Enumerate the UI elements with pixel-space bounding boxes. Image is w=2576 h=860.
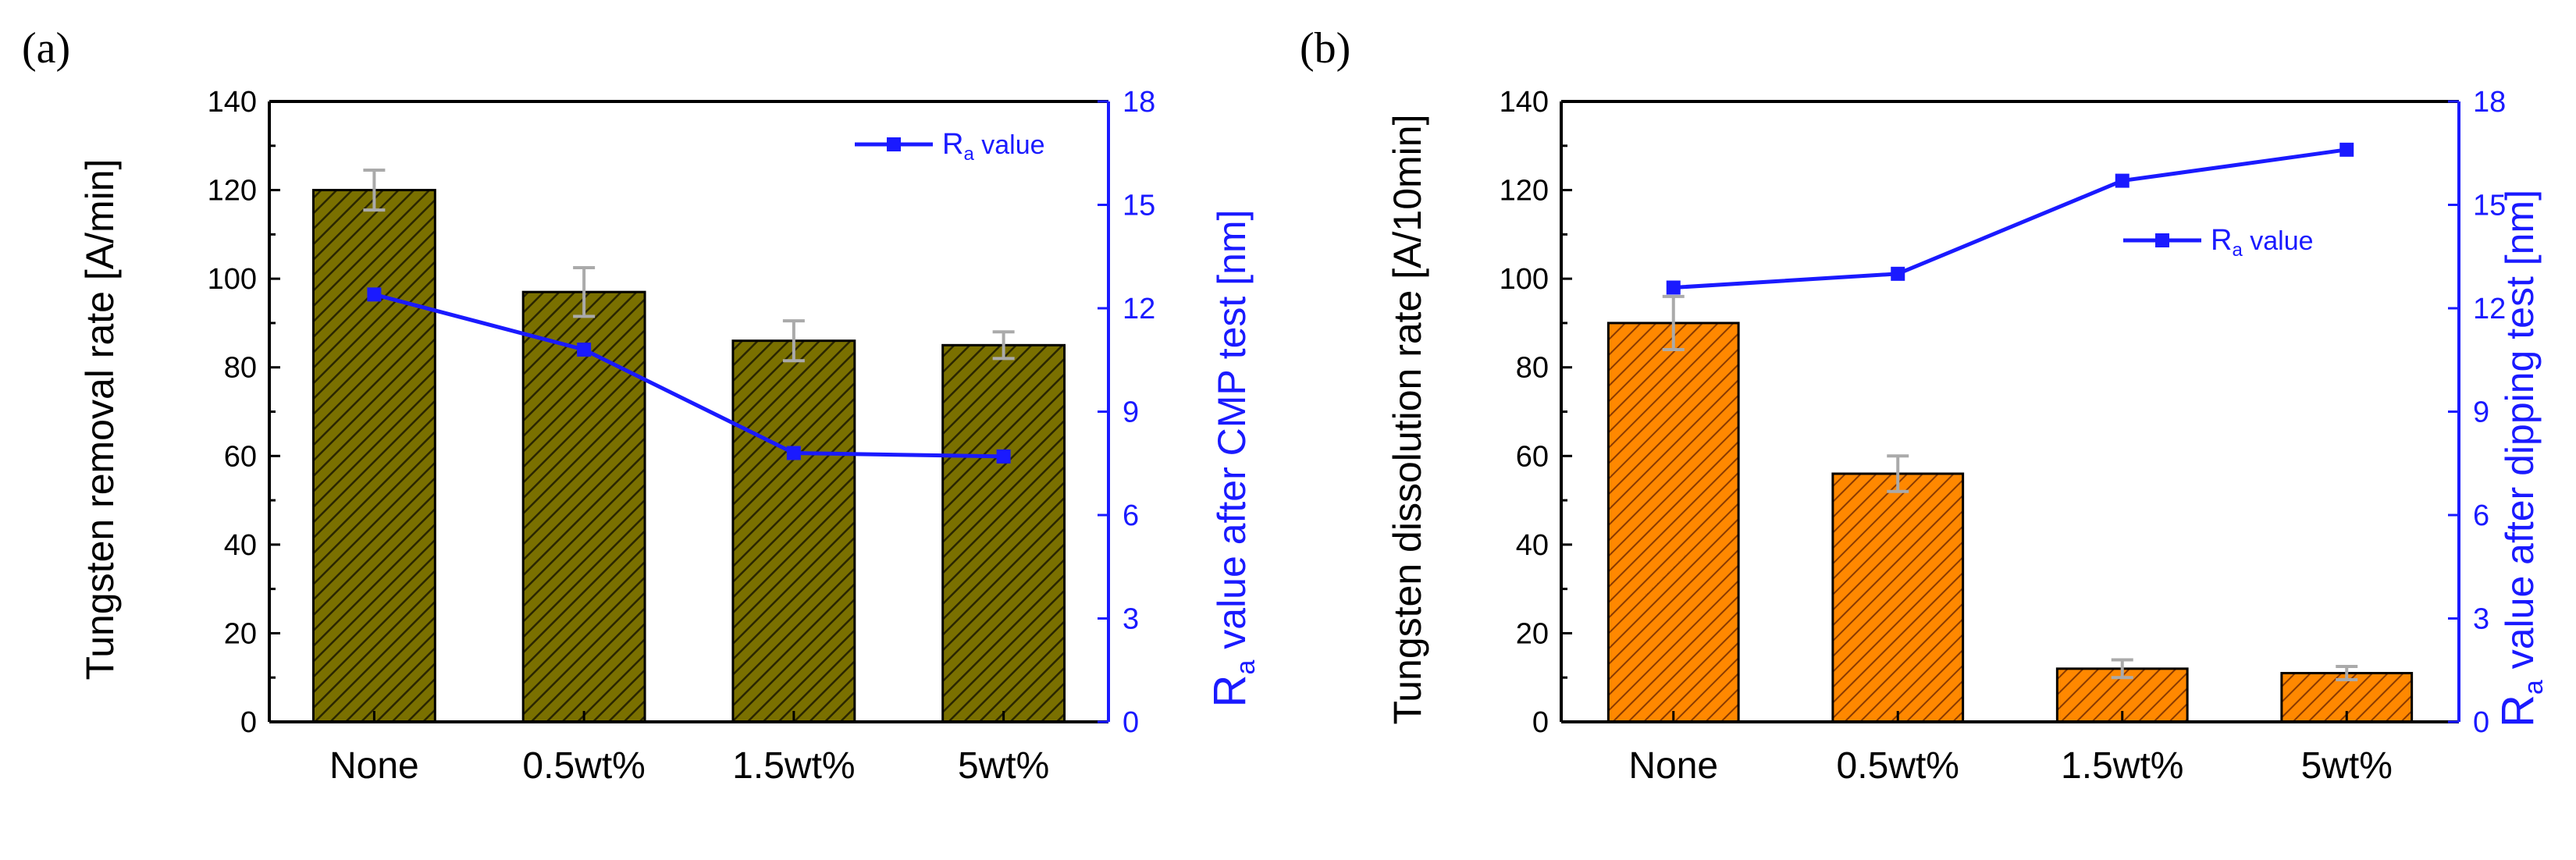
y-tick-label-right: 0 — [1123, 706, 1139, 739]
ra-data-point — [1891, 266, 1905, 281]
y-tick-label-right: 12 — [1123, 293, 1155, 325]
legend: Ra value — [855, 128, 1045, 165]
y-tick-label-left: 120 — [1500, 175, 1549, 208]
ra-data-point — [577, 343, 592, 357]
legend-label: Ra value — [942, 128, 1045, 165]
y-tick-label-left: 40 — [1516, 529, 1549, 562]
y-axis-title-left: Tungsten removal rate [A/min] — [78, 159, 122, 681]
bar — [731, 339, 856, 723]
x-tick-label: 0.5wt% — [1837, 745, 1959, 787]
panel-label: (a) — [22, 24, 70, 73]
y-tick-label-left: 0 — [1532, 706, 1549, 739]
y-tick-label-right: 15 — [2473, 190, 2506, 222]
x-tick-label: None — [1628, 745, 1718, 787]
x-tick-label: None — [329, 745, 419, 787]
x-tick-label: 1.5wt% — [732, 745, 855, 787]
y-tick-label-left: 40 — [224, 529, 257, 562]
y-tick-label-left: 100 — [1500, 263, 1549, 296]
y-tick-label-right: 0 — [2473, 706, 2489, 739]
y-tick-label-right: 15 — [1123, 190, 1155, 222]
y-axis-title-right: Ra value after CMP test [nm] — [1204, 210, 1261, 708]
bar — [311, 189, 436, 723]
bar — [941, 343, 1066, 723]
y-tick-label-right: 18 — [2473, 86, 2506, 119]
y-tick-label-left: 140 — [1500, 86, 1549, 119]
y-tick-label-right: 6 — [1123, 499, 1139, 532]
error-bar — [1887, 454, 1909, 493]
y-tick-label-left: 60 — [1516, 440, 1549, 473]
y-tick-label-right: 9 — [2473, 396, 2489, 429]
error-bar — [782, 319, 805, 363]
ra-data-point — [2115, 173, 2129, 188]
y-tick-label-left: 20 — [224, 617, 257, 650]
chart-panel-a: (a) 0 20 40 60 80 100 120 140 0 3 6 9 12 15 18 None 0.5wt… — [22, 24, 1261, 787]
ra-data-point — [996, 449, 1011, 464]
y-tick-label-left: 80 — [1516, 352, 1549, 385]
ra-data-point — [367, 287, 382, 302]
ra-data-point — [1666, 280, 1681, 295]
y-tick-label-right: 18 — [1123, 86, 1155, 119]
x-tick-label: 0.5wt% — [522, 745, 645, 787]
y-tick-label-left: 140 — [208, 86, 257, 119]
legend-marker — [887, 137, 901, 151]
legend: Ra value — [2123, 224, 2314, 261]
ra-data-point — [2339, 142, 2354, 157]
error-bar — [363, 169, 386, 212]
ra-series-line — [373, 292, 1004, 459]
error-bar — [1662, 294, 1685, 351]
y-tick-label-right: 12 — [2473, 293, 2506, 325]
bar — [1831, 472, 1965, 723]
x-tick-label: 5wt% — [2301, 745, 2393, 787]
x-tick-label: 5wt% — [958, 745, 1049, 787]
y-tick-label-left: 20 — [1516, 617, 1549, 650]
legend-marker — [2155, 233, 2169, 247]
error-bar — [992, 330, 1015, 361]
y-tick-label-left: 100 — [208, 263, 257, 296]
ra-data-point — [786, 446, 801, 460]
y-tick-label-left: 60 — [224, 440, 257, 473]
y-tick-label-right: 6 — [2473, 499, 2489, 532]
error-bar — [2336, 665, 2358, 682]
legend-label: Ra value — [2211, 224, 2314, 261]
y-axis-title-right: Ra value after dipping test [nm] — [2492, 190, 2549, 727]
y-tick-label-left: 120 — [208, 175, 257, 208]
y-tick-label-left: 80 — [224, 352, 257, 385]
chart-panel-b: (b) 0 20 40 60 80 100 120 140 0 3 6 9 12 15 18 None 0.5wt… — [1300, 24, 2549, 787]
bar — [521, 290, 646, 723]
y-tick-label-left: 0 — [240, 706, 257, 739]
error-bar — [573, 265, 596, 318]
ra-series-line — [1673, 147, 2347, 290]
bar — [1606, 322, 1740, 723]
y-tick-label-right: 3 — [1123, 603, 1139, 636]
y-tick-label-right: 3 — [2473, 603, 2489, 636]
y-axis-title-left: Tungsten dissolution rate [A/10min] — [1386, 115, 1429, 725]
y-tick-label-right: 9 — [1123, 396, 1139, 429]
error-bar — [2111, 658, 2133, 680]
panel-label: (b) — [1300, 24, 1350, 73]
x-tick-label: 1.5wt% — [2061, 745, 2183, 787]
